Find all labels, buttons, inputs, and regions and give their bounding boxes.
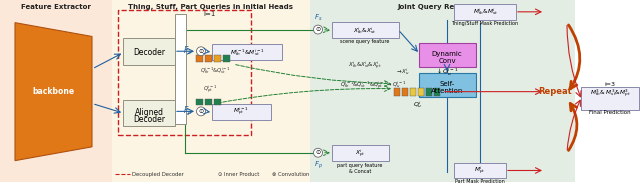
Text: $F_p$: $F_p$ (183, 105, 193, 118)
Text: Self-: Self- (440, 81, 454, 87)
Text: $\rightarrow X_u^i$: $\rightarrow X_u^i$ (395, 67, 410, 77)
Text: ⊙: ⊙ (198, 109, 204, 114)
Text: Joint Query Reasoning: Joint Query Reasoning (397, 4, 486, 10)
Bar (426, 88, 432, 96)
Text: Decoupled Decoder: Decoupled Decoder (132, 172, 184, 177)
Text: ⊙: ⊙ (316, 27, 321, 32)
Text: $F_s$: $F_s$ (184, 45, 193, 58)
Text: scene query feature: scene query feature (340, 39, 390, 44)
Bar (434, 88, 440, 96)
Text: $M_{th}^i$&$M_{st}^i$: $M_{th}^i$&$M_{st}^i$ (472, 6, 497, 17)
FancyBboxPatch shape (112, 0, 310, 182)
Bar (214, 55, 221, 62)
FancyBboxPatch shape (212, 43, 282, 60)
Text: i=3: i=3 (605, 82, 616, 87)
Circle shape (314, 148, 323, 157)
Text: backbone: backbone (32, 87, 74, 96)
Text: Decoder: Decoder (133, 48, 165, 57)
Bar (205, 99, 212, 105)
Text: Aligned: Aligned (134, 108, 163, 117)
FancyBboxPatch shape (575, 0, 640, 182)
Bar (394, 88, 400, 96)
Text: $Q_u^i$: $Q_u^i$ (413, 100, 423, 110)
FancyArrowPatch shape (568, 25, 580, 89)
Text: $F_s$: $F_s$ (314, 12, 322, 23)
Bar (410, 88, 416, 96)
Text: Conv: Conv (438, 58, 456, 64)
FancyBboxPatch shape (123, 100, 175, 126)
FancyBboxPatch shape (332, 22, 399, 38)
Circle shape (196, 107, 205, 116)
Bar (418, 88, 424, 96)
FancyBboxPatch shape (419, 73, 476, 97)
Text: $Q_{th}^{i-1}$&$Q_{st}^{i-1}$: $Q_{th}^{i-1}$&$Q_{st}^{i-1}$ (200, 65, 230, 76)
Text: $X_{th}^i$&$X_{st}^i$: $X_{th}^i$&$X_{st}^i$ (353, 25, 376, 36)
Text: Thing, Stuff, Part Queries in Initial Heads: Thing, Stuff, Part Queries in Initial He… (129, 4, 294, 10)
Text: Thing/Stuff Mask Prediction: Thing/Stuff Mask Prediction (451, 21, 518, 26)
FancyArrowPatch shape (568, 103, 577, 150)
Text: $Q_{th}^{i-1}$&$Q_{st}^{i-1}$&$Q_{pt}^{i-1}$$\rightarrow$$Q_u^{i-1}$: $Q_{th}^{i-1}$&$Q_{st}^{i-1}$&$Q_{pt}^{i… (340, 80, 406, 92)
Text: Repeat: Repeat (538, 87, 572, 96)
Text: $M_{pt}^i$: $M_{pt}^i$ (474, 164, 486, 176)
Circle shape (314, 25, 323, 34)
Text: Dynamic: Dynamic (431, 51, 462, 57)
Text: Decoder: Decoder (133, 115, 165, 124)
Text: & Concat: & Concat (349, 169, 371, 174)
Text: ⊙ Inner Product: ⊙ Inner Product (218, 172, 259, 177)
Circle shape (196, 47, 205, 56)
Text: $M_{th}^{i-1}$&$M_{st}^{i-1}$: $M_{th}^{i-1}$&$M_{st}^{i-1}$ (230, 47, 264, 58)
FancyBboxPatch shape (332, 145, 389, 162)
Bar (196, 55, 203, 62)
Bar (214, 99, 221, 105)
Text: $X_{th}^i$&$X_{st}^i$&$X_{pt}^i$: $X_{th}^i$&$X_{st}^i$&$X_{pt}^i$ (348, 60, 382, 72)
Text: $M_{pt}^{i-1}$: $M_{pt}^{i-1}$ (233, 106, 249, 118)
FancyBboxPatch shape (454, 163, 506, 178)
Text: Feature Extractor: Feature Extractor (21, 4, 91, 10)
Bar (402, 88, 408, 96)
FancyBboxPatch shape (175, 14, 186, 124)
FancyBboxPatch shape (454, 4, 516, 19)
Text: $X_{pt}^i$: $X_{pt}^i$ (355, 148, 365, 160)
FancyBboxPatch shape (310, 0, 575, 182)
Text: $\downarrow\hat{Q}_u^{i-1}$: $\downarrow\hat{Q}_u^{i-1}$ (435, 67, 459, 78)
Text: $M_{th}^3$& $M_{st}^3$&$M_{pt}^3$: $M_{th}^3$& $M_{st}^3$&$M_{pt}^3$ (589, 88, 630, 100)
Text: $Q_{pt}^{i-1}$: $Q_{pt}^{i-1}$ (203, 83, 217, 96)
Bar (205, 55, 212, 62)
FancyBboxPatch shape (419, 43, 476, 67)
FancyBboxPatch shape (212, 104, 271, 120)
Text: i=1: i=1 (204, 11, 216, 17)
FancyBboxPatch shape (123, 38, 175, 65)
Bar (223, 55, 230, 62)
Text: Part Mask Prediction: Part Mask Prediction (455, 179, 505, 184)
Text: $F_p$: $F_p$ (314, 160, 323, 171)
Bar (196, 99, 203, 105)
Text: ⊙: ⊙ (316, 150, 321, 155)
Text: Attention: Attention (431, 88, 463, 94)
Text: ⊙: ⊙ (198, 49, 204, 54)
FancyBboxPatch shape (581, 87, 639, 110)
Text: ⊗ Convolution: ⊗ Convolution (272, 172, 309, 177)
Polygon shape (15, 23, 92, 161)
Text: Final Prediction: Final Prediction (589, 110, 631, 115)
Text: part query feature: part query feature (337, 163, 383, 168)
FancyBboxPatch shape (0, 0, 112, 182)
